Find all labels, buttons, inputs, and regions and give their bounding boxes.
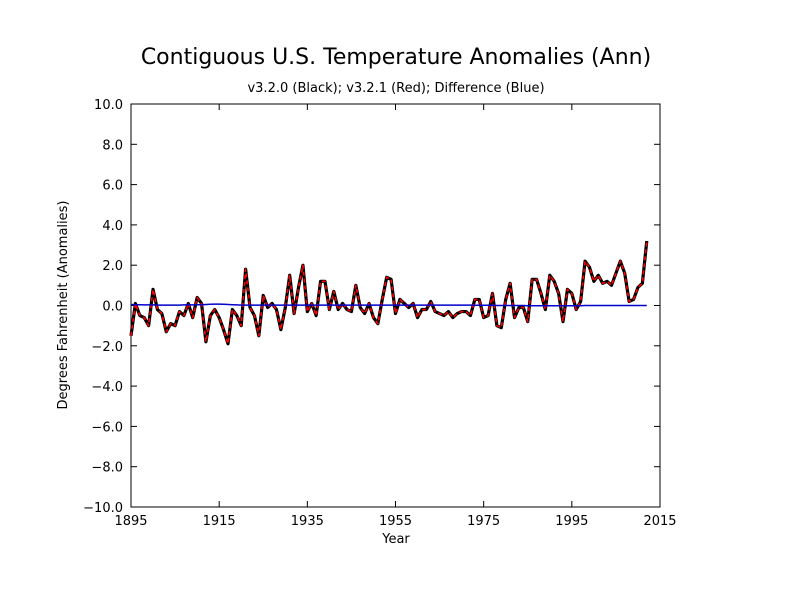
x-tick-label: 1915 (203, 514, 236, 529)
x-tick-label: 1895 (114, 514, 147, 529)
y-tick-label: −2.0 (91, 340, 123, 355)
series-lines (129, 240, 649, 346)
series-line-v3-2-1 (130, 240, 648, 345)
y-tick-label: −6.0 (91, 420, 123, 435)
y-tick-label: 2.0 (102, 259, 123, 274)
y-tick-label: 6.0 (102, 179, 123, 194)
x-tick-label: 1995 (555, 514, 588, 529)
y-tick-label: −4.0 (91, 380, 123, 395)
y-tick-label: −8.0 (91, 461, 123, 476)
y-axis-label: Degrees Fahrenheit (Anomalies) (56, 201, 71, 410)
chart-subtitle: v3.2.0 (Black); v3.2.1 (Red); Difference… (247, 81, 544, 96)
x-tick-label: 1935 (291, 514, 324, 529)
x-tick-label: 1955 (379, 514, 412, 529)
y-tick-label: 8.0 (102, 138, 123, 153)
x-axis-label: Year (381, 532, 410, 547)
x-tick-label: 2015 (643, 514, 676, 529)
x-axis: 1895 1915 1935 1955 1975 1995 2015 (114, 104, 677, 529)
y-tick-label: 0.0 (102, 300, 123, 315)
y-tick-label: −10.0 (83, 501, 123, 516)
series-line-difference (130, 303, 647, 307)
y-axis: −10.0 −8.0 −6.0 −4.0 −2.0 0.0 2.0 4.0 6.0 8.0 10.0 (83, 98, 660, 516)
x-tick-label: 1975 (467, 514, 500, 529)
chart-title: Contiguous U.S. Temperature Anomalies (A… (141, 45, 651, 70)
y-tick-label: 4.0 (102, 219, 123, 234)
y-tick-label: 10.0 (94, 98, 123, 113)
